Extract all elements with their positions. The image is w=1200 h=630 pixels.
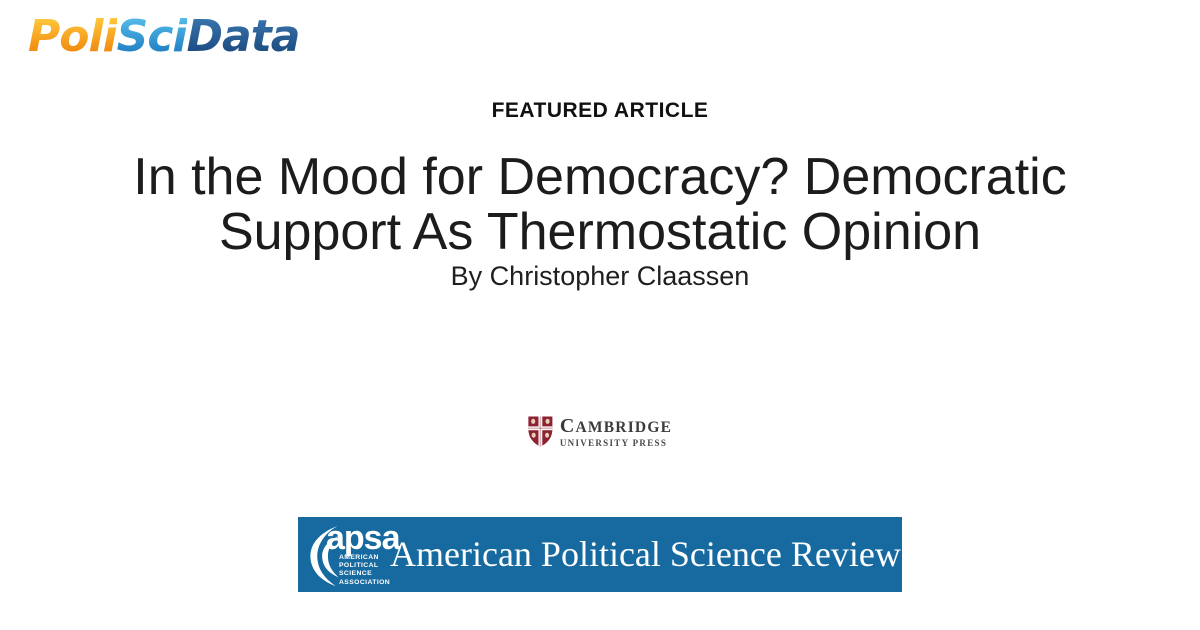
apsa-association-text: AMERICAN POLITICAL SCIENCE ASSOCIATION bbox=[339, 554, 390, 587]
cambridge-shield-icon bbox=[528, 416, 553, 447]
publisher-logo: CAMBRIDGE UNIVERSITY PRESS bbox=[528, 415, 672, 448]
article-byline: By Christopher Claassen bbox=[450, 261, 750, 291]
publisher-subtitle: UNIVERSITY PRESS bbox=[559, 438, 668, 448]
site-logo: PoliSciData bbox=[28, 11, 301, 63]
site-logo-part-data: Data bbox=[186, 11, 301, 62]
apsa-wordmark: apsa bbox=[326, 518, 400, 557]
apsa-sub-line: AMERICAN bbox=[339, 553, 379, 561]
publisher-text: CAMBRIDGE UNIVERSITY PRESS bbox=[560, 415, 672, 448]
apsa-sub-line: SCIENCE bbox=[339, 570, 373, 578]
apsa-swoosh-icon bbox=[310, 525, 340, 586]
journal-banner: apsa AMERICAN POLITICAL SCIENCE ASSOCIAT… bbox=[298, 517, 902, 592]
apsa-sub-line: POLITICAL bbox=[339, 561, 379, 569]
site-logo-part-sci: Sci bbox=[116, 11, 188, 62]
site-logo-part-poli: Poli bbox=[28, 11, 118, 62]
apsa-sub-line: ASSOCIATION bbox=[339, 578, 391, 586]
apsa-logo: apsa AMERICAN POLITICAL SCIENCE ASSOCIAT… bbox=[298, 520, 400, 590]
featured-label: FEATURED ARTICLE bbox=[491, 99, 709, 122]
journal-name: American Political Science Review bbox=[390, 533, 901, 574]
article-title: In the Mood for Democracy? Democratic Su… bbox=[133, 148, 1067, 261]
publisher-name: CAMBRIDGE bbox=[559, 415, 673, 437]
